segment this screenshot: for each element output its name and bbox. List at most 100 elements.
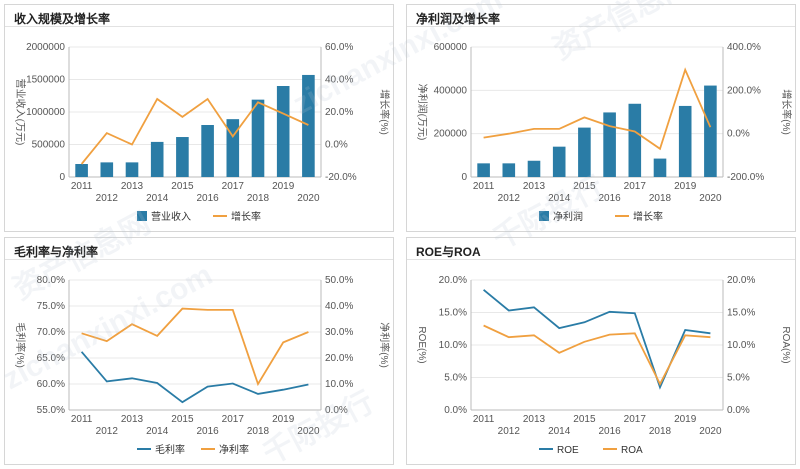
x-tick-label: 2011: [473, 414, 495, 425]
margin-chart: 55.0% 60.0% 65.0% 70.0% 75.0% 80.0% 0.0% 10.0% 2…: [14, 275, 391, 456]
bar: [125, 162, 139, 177]
revenue-chart-panel: 收入规模及增长率 0 500000 1000000 1500000 2000000 -20…: [4, 4, 394, 232]
x-tick-label: 2012: [96, 426, 119, 437]
legend-label: ROE: [557, 445, 579, 456]
y2-tick-label: -200.0%: [727, 172, 764, 183]
net-profit-chart: 0 200000 400000 600000 -200.0% 0.0% 200.0% 400.…: [416, 42, 793, 223]
bar: [276, 86, 290, 177]
x-tick-label: 2015: [171, 414, 194, 425]
y2-axis-title: 净利率(%): [378, 322, 391, 368]
y-tick-label: 0.0%: [444, 405, 467, 416]
x-tick-label: 2014: [146, 426, 169, 437]
x-tick-label: 2018: [247, 426, 270, 437]
x-tick-label: 2013: [121, 414, 144, 425]
revenue-chart: 0 500000 1000000 1500000 2000000 -20.0% 0.0% 20…: [14, 42, 391, 223]
y2-tick-label: 50.0%: [325, 275, 353, 286]
legend-label: ROA: [621, 445, 643, 456]
x-tick-label: 2018: [247, 193, 270, 204]
y-tick-label: 0: [59, 172, 65, 183]
series-line: [80, 97, 309, 165]
x-tick-label: 2019: [272, 181, 295, 192]
x-tick-label: 2014: [548, 193, 571, 204]
margin-chart-panel: 毛利率与净利率 55.0% 60.0% 65.0% 70.0% 75.0% 80.0% 0.…: [4, 237, 394, 465]
x-tick-label: 2011: [71, 414, 93, 425]
legend-label: 净利润: [553, 210, 583, 223]
bar: [578, 127, 591, 177]
y2-axis-title: ROA(%): [780, 326, 791, 363]
x-tick-label: 2011: [473, 181, 495, 192]
y2-tick-label: 30.0%: [325, 327, 353, 338]
x-tick-label: 2016: [196, 193, 219, 204]
bar: [201, 125, 214, 177]
bar: [502, 163, 516, 177]
x-tick-label: 2018: [649, 426, 672, 437]
y2-tick-label: 40.0%: [325, 75, 353, 86]
y-tick-label: 2000000: [26, 42, 65, 53]
bar: [603, 112, 616, 177]
y-axis-title: 净利润(万元): [416, 84, 429, 141]
y-tick-label: 70.0%: [37, 327, 65, 338]
x-tick-label: 2016: [196, 426, 219, 437]
x-tick-label: 2013: [121, 181, 144, 192]
legend-label: 净利率: [219, 443, 249, 456]
y2-tick-label: 10.0%: [325, 379, 353, 390]
x-tick-label: 2019: [272, 414, 295, 425]
y-tick-label: 400000: [434, 85, 468, 96]
y-tick-label: 200000: [434, 129, 468, 140]
y-axis-title: ROE(%): [416, 326, 427, 363]
y2-tick-label: 0.0%: [727, 129, 750, 140]
net-profit-chart-panel: 净利润及增长率 0 200000 400000 600000 -200.0% 0.0% 20…: [406, 4, 796, 232]
y-tick-label: 1000000: [26, 107, 65, 118]
x-tick-label: 2012: [498, 426, 521, 437]
x-tick-label: 2014: [548, 426, 571, 437]
y2-tick-label: -20.0%: [325, 172, 357, 183]
x-tick-label: 2017: [222, 181, 245, 192]
y2-tick-label: 0.0%: [325, 405, 348, 416]
x-tick-label: 2019: [674, 181, 697, 192]
bar: [100, 162, 114, 177]
roe-roa-chart-header: ROE与ROA: [407, 238, 795, 260]
bar: [704, 85, 717, 177]
y-tick-label: 80.0%: [37, 275, 65, 286]
legend-label: 营业收入: [151, 210, 191, 223]
roe-roa-chart-title: ROE与ROA: [416, 245, 481, 259]
y-tick-label: 0: [461, 172, 467, 183]
bar: [302, 74, 315, 177]
x-tick-label: 2016: [598, 426, 621, 437]
bar: [150, 141, 164, 177]
x-tick-label: 2017: [624, 181, 647, 192]
y-tick-label: 5.0%: [444, 373, 467, 384]
y2-tick-label: 400.0%: [727, 42, 761, 53]
bar: [552, 146, 566, 177]
margin-chart-title: 毛利率与净利率: [14, 245, 99, 259]
y2-tick-label: 20.0%: [325, 353, 353, 364]
x-tick-label: 2013: [523, 414, 546, 425]
x-tick-label: 2014: [146, 193, 169, 204]
x-tick-label: 2012: [96, 193, 119, 204]
net-profit-chart-title: 净利润及增长率: [416, 12, 501, 26]
y-tick-label: 1500000: [26, 75, 65, 86]
bar: [628, 103, 642, 177]
y2-axis-title: 增长率(%): [378, 89, 391, 135]
series-line: [483, 324, 711, 386]
x-tick-label: 2011: [71, 181, 93, 192]
legend-label: 增长率: [633, 210, 663, 223]
bar: [176, 137, 189, 177]
y2-tick-label: 5.0%: [727, 373, 750, 384]
x-tick-label: 2012: [498, 193, 521, 204]
x-tick-label: 2015: [171, 181, 194, 192]
x-tick-label: 2015: [573, 181, 596, 192]
bar: [226, 119, 240, 177]
x-tick-label: 2020: [699, 193, 722, 204]
legend-label: 增长率: [231, 210, 261, 223]
y2-tick-label: 10.0%: [727, 340, 755, 351]
y-tick-label: 15.0%: [439, 308, 467, 319]
y2-axis-title: 增长率(%): [780, 89, 793, 135]
y2-tick-label: 20.0%: [727, 275, 755, 286]
x-tick-label: 2017: [624, 414, 647, 425]
series-line: [81, 307, 309, 387]
y-tick-label: 75.0%: [37, 301, 65, 312]
y-tick-label: 60.0%: [37, 379, 65, 390]
y-tick-label: 10.0%: [439, 340, 467, 351]
y2-tick-label: 40.0%: [325, 301, 353, 312]
